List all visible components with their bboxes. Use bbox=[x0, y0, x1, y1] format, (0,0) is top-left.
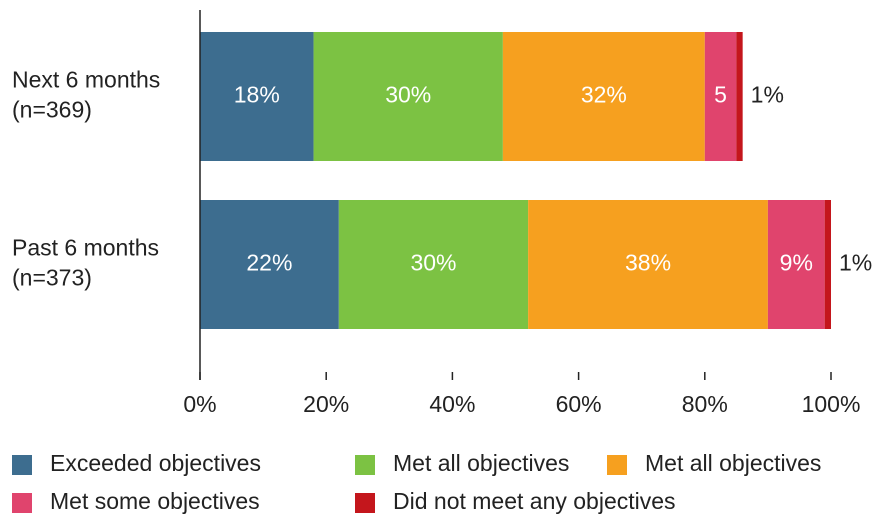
bar-segment bbox=[767, 200, 825, 329]
data-label: 38% bbox=[625, 250, 671, 276]
x-tick-label: 80% bbox=[682, 391, 728, 417]
data-label: 1% bbox=[751, 82, 784, 108]
legend-label: Met all objectives bbox=[393, 450, 569, 476]
x-tick-label: 100% bbox=[802, 391, 861, 417]
legend-swatch bbox=[12, 493, 32, 513]
bar-segment bbox=[824, 200, 831, 329]
legend-swatch bbox=[607, 455, 627, 475]
data-label: 30% bbox=[385, 82, 431, 108]
bar-segment bbox=[200, 200, 339, 329]
bar-segment bbox=[338, 200, 529, 329]
bar-segment bbox=[502, 32, 705, 161]
category-label: Next 6 months (n=369) bbox=[12, 67, 160, 123]
bar-segment bbox=[528, 200, 768, 329]
data-label: 5 bbox=[714, 82, 727, 108]
data-label: 18% bbox=[234, 82, 280, 108]
category-label: Past 6 months (n=373) bbox=[12, 235, 159, 291]
data-label: 30% bbox=[410, 250, 456, 276]
bar-segment bbox=[200, 32, 314, 161]
legend-swatch bbox=[355, 455, 375, 475]
bar-segment bbox=[313, 32, 503, 161]
legend-swatch bbox=[355, 493, 375, 513]
x-tick-label: 60% bbox=[556, 391, 602, 417]
legend-swatch bbox=[12, 455, 32, 475]
x-tick-label: 0% bbox=[183, 391, 216, 417]
legend-label: Met all objectives bbox=[645, 450, 821, 476]
data-label: 22% bbox=[246, 250, 292, 276]
bar-segment bbox=[704, 32, 737, 161]
x-tick-label: 20% bbox=[303, 391, 349, 417]
data-label: 1% bbox=[839, 250, 872, 276]
legend-label: Met some objectives bbox=[50, 488, 260, 514]
x-tick-label: 40% bbox=[429, 391, 475, 417]
data-label: 32% bbox=[581, 82, 627, 108]
legend-label: Did not meet any objectives bbox=[393, 488, 676, 514]
legend-label: Exceeded objectives bbox=[50, 450, 261, 476]
bar-segment bbox=[736, 32, 743, 161]
data-label: 9% bbox=[780, 250, 813, 276]
